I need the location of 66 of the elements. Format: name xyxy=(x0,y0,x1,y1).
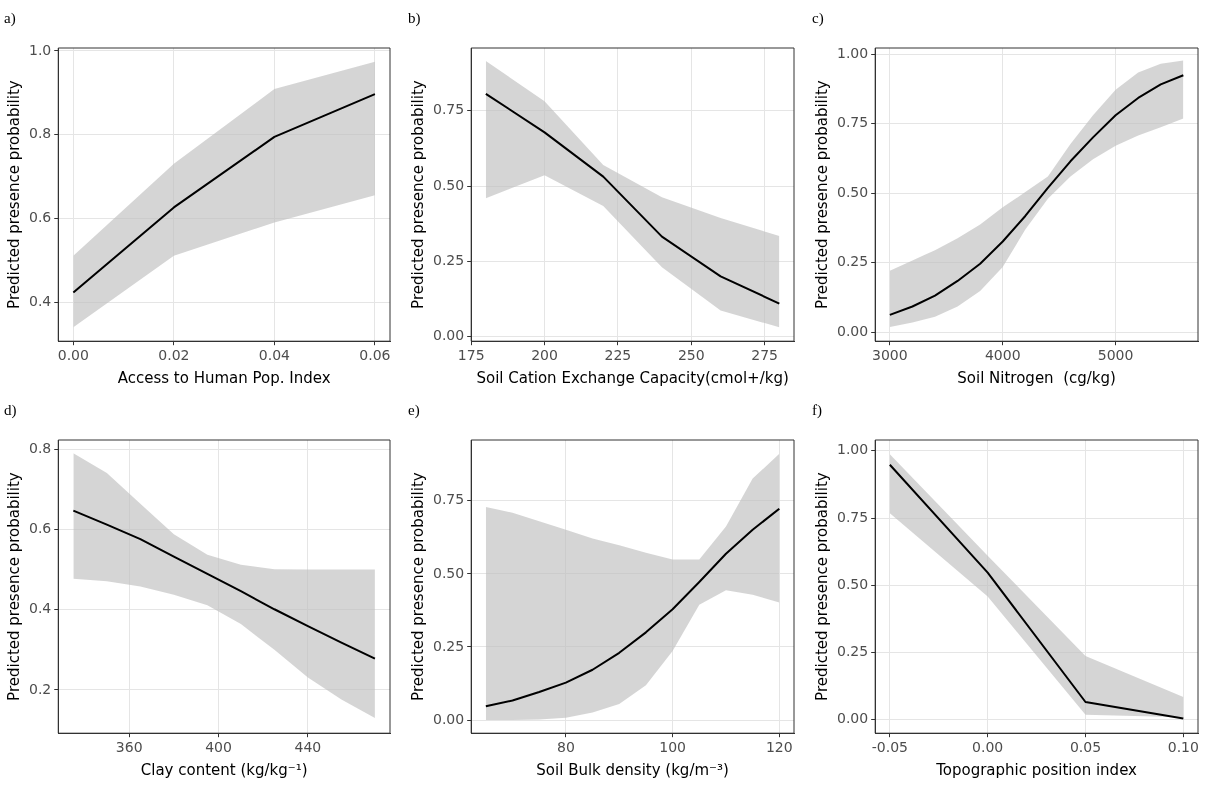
y-tick-label: 0.75 xyxy=(433,101,465,118)
y-tick-label: 1.00 xyxy=(837,45,869,62)
y-axis-title: Predicted presence probability xyxy=(812,472,831,701)
x-tick-label: 5000 xyxy=(1097,347,1134,364)
y-axis-title: Predicted presence probability xyxy=(4,80,23,309)
y-tick-label: 0.50 xyxy=(837,575,869,592)
x-tick-label: 80 xyxy=(556,739,575,756)
y-tick-label: 1.00 xyxy=(837,441,869,458)
y-tick-label: 0.2 xyxy=(29,680,52,697)
x-tick-label: 0.10 xyxy=(1167,739,1199,756)
x-tick-label: 200 xyxy=(531,347,558,364)
y-axis-title: Predicted presence probability xyxy=(408,80,427,309)
x-tick-label: 250 xyxy=(677,347,705,364)
x-tick-label: 0.00 xyxy=(972,739,1004,756)
chart-title: d) xyxy=(4,401,17,419)
y-tick-label: 0.25 xyxy=(433,251,465,268)
y-tick-label: 0.00 xyxy=(837,710,869,727)
x-tick-label: -0.05 xyxy=(871,739,908,756)
y-tick-label: 0.00 xyxy=(433,327,465,344)
y-tick-label: 0.4 xyxy=(29,600,52,617)
y-tick-label: 0.8 xyxy=(29,439,52,456)
chart-title: a) xyxy=(4,9,16,27)
x-tick-label: 100 xyxy=(659,739,686,756)
y-axis-title: Predicted presence probability xyxy=(4,472,23,701)
y-tick-label: 0.50 xyxy=(433,176,465,193)
x-tick-label: 3000 xyxy=(872,347,908,364)
x-tick-label: 275 xyxy=(751,347,779,364)
y-tick-label: 0.75 xyxy=(433,491,465,508)
x-tick-label: 4000 xyxy=(984,347,1021,364)
y-tick-label: 0.00 xyxy=(837,322,869,339)
x-axis-title: Soil Bulk density (kg/m⁻³) xyxy=(536,760,729,779)
x-tick-label: 0.06 xyxy=(359,347,391,364)
y-tick-label: 0.25 xyxy=(837,253,869,270)
x-tick-label: 0.00 xyxy=(57,347,89,364)
x-axis-title: Clay content (kg/kg⁻¹) xyxy=(140,760,308,779)
x-tick-label: 440 xyxy=(294,739,322,756)
y-tick-label: 0.8 xyxy=(29,125,52,142)
x-tick-label: 400 xyxy=(205,739,232,756)
x-tick-label: 360 xyxy=(115,739,143,756)
y-tick-label: 0.4 xyxy=(29,293,52,310)
chart-title: b) xyxy=(408,9,421,27)
y-tick-label: 0.50 xyxy=(433,564,465,581)
y-tick-label: 0.75 xyxy=(837,508,869,525)
x-axis-title: Access to Human Pop. Index xyxy=(117,368,331,387)
x-tick-label: 0.04 xyxy=(258,347,291,364)
x-axis-title: Soil Nitrogen (cg/kg) xyxy=(957,368,1116,387)
y-tick-label: 0.00 xyxy=(433,710,465,727)
y-axis-title: Predicted presence probability xyxy=(408,472,427,701)
y-tick-label: 0.6 xyxy=(29,209,52,226)
x-axis-title: Topographic position index xyxy=(935,760,1138,779)
y-tick-label: 0.6 xyxy=(29,520,52,537)
chart-title: f) xyxy=(812,401,822,419)
y-tick-label: 0.25 xyxy=(433,637,465,654)
chart-title: e) xyxy=(408,401,420,419)
y-axis-title: Predicted presence probability xyxy=(812,80,831,309)
chart-title: c) xyxy=(812,9,824,27)
y-tick-label: 0.75 xyxy=(837,114,869,131)
y-tick-label: 0.25 xyxy=(837,643,869,660)
x-tick-label: 120 xyxy=(765,739,793,756)
x-tick-label: 175 xyxy=(457,347,485,364)
x-axis-title: Soil Cation Exchange Capacity(cmol+/kg) xyxy=(476,368,789,387)
x-tick-label: 0.02 xyxy=(158,347,190,364)
y-tick-label: 1.0 xyxy=(29,41,52,58)
x-tick-label: 0.05 xyxy=(1069,739,1102,756)
y-tick-label: 0.50 xyxy=(837,183,869,200)
x-tick-label: 225 xyxy=(604,347,632,364)
